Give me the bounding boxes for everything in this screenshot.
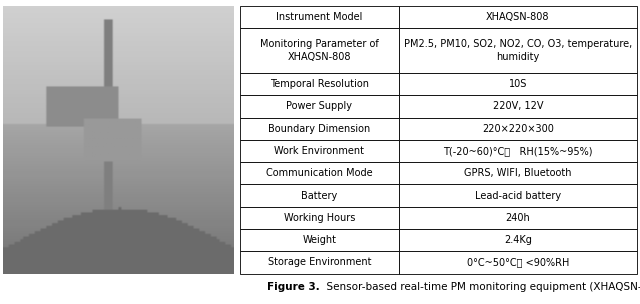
Text: 0°C~50°C， <90%RH: 0°C~50°C， <90%RH bbox=[467, 257, 569, 268]
Text: 220V, 12V: 220V, 12V bbox=[493, 102, 543, 111]
Text: Weight: Weight bbox=[302, 235, 337, 245]
Bar bbox=[240, 207, 399, 229]
Text: Storage Environment: Storage Environment bbox=[268, 257, 371, 268]
Text: Communication Mode: Communication Mode bbox=[266, 168, 372, 178]
Bar bbox=[399, 6, 637, 28]
Text: 220×220×300: 220×220×300 bbox=[482, 124, 554, 134]
Text: 240h: 240h bbox=[506, 213, 530, 223]
Bar bbox=[240, 6, 399, 28]
Text: 2.4Kg: 2.4Kg bbox=[504, 235, 532, 245]
Bar bbox=[240, 229, 399, 251]
Text: Battery: Battery bbox=[301, 191, 337, 201]
Text: Boundary Dimension: Boundary Dimension bbox=[268, 124, 371, 134]
Bar bbox=[399, 185, 637, 207]
Bar bbox=[399, 73, 637, 95]
Text: Figure 3.: Figure 3. bbox=[268, 282, 320, 292]
Text: T(-20~60)°C，   RH(15%~95%): T(-20~60)°C， RH(15%~95%) bbox=[443, 146, 593, 156]
Text: Temporal Resolution: Temporal Resolution bbox=[270, 79, 369, 89]
Text: Lead-acid battery: Lead-acid battery bbox=[475, 191, 561, 201]
Text: 10S: 10S bbox=[509, 79, 527, 89]
Bar bbox=[399, 251, 637, 274]
Bar bbox=[399, 207, 637, 229]
Bar bbox=[399, 229, 637, 251]
Bar bbox=[399, 118, 637, 140]
Text: Monitoring Parameter of
XHAQSN-808: Monitoring Parameter of XHAQSN-808 bbox=[260, 39, 379, 62]
Bar bbox=[240, 118, 399, 140]
Bar bbox=[240, 140, 399, 162]
Bar bbox=[240, 73, 399, 95]
Bar bbox=[399, 28, 637, 73]
Text: XHAQSN-808: XHAQSN-808 bbox=[486, 12, 550, 22]
Text: Instrument Model: Instrument Model bbox=[276, 12, 362, 22]
Bar bbox=[399, 162, 637, 185]
Bar bbox=[240, 251, 399, 274]
Bar bbox=[399, 140, 637, 162]
Bar bbox=[240, 185, 399, 207]
Bar bbox=[240, 162, 399, 185]
Bar bbox=[240, 95, 399, 118]
Text: Working Hours: Working Hours bbox=[284, 213, 355, 223]
Text: Work Environment: Work Environment bbox=[275, 146, 364, 156]
Bar bbox=[240, 28, 399, 73]
Text: GPRS, WIFI, Bluetooth: GPRS, WIFI, Bluetooth bbox=[464, 168, 572, 178]
Text: Power Supply: Power Supply bbox=[286, 102, 353, 111]
Text: PM2.5, PM10, SO2, NO2, CO, O3, temperature,
humidity: PM2.5, PM10, SO2, NO2, CO, O3, temperatu… bbox=[404, 39, 632, 62]
Bar bbox=[399, 95, 637, 118]
Text: Sensor-based real-time PM monitoring equipment (XHAQSN-808): Sensor-based real-time PM monitoring equ… bbox=[320, 282, 640, 292]
